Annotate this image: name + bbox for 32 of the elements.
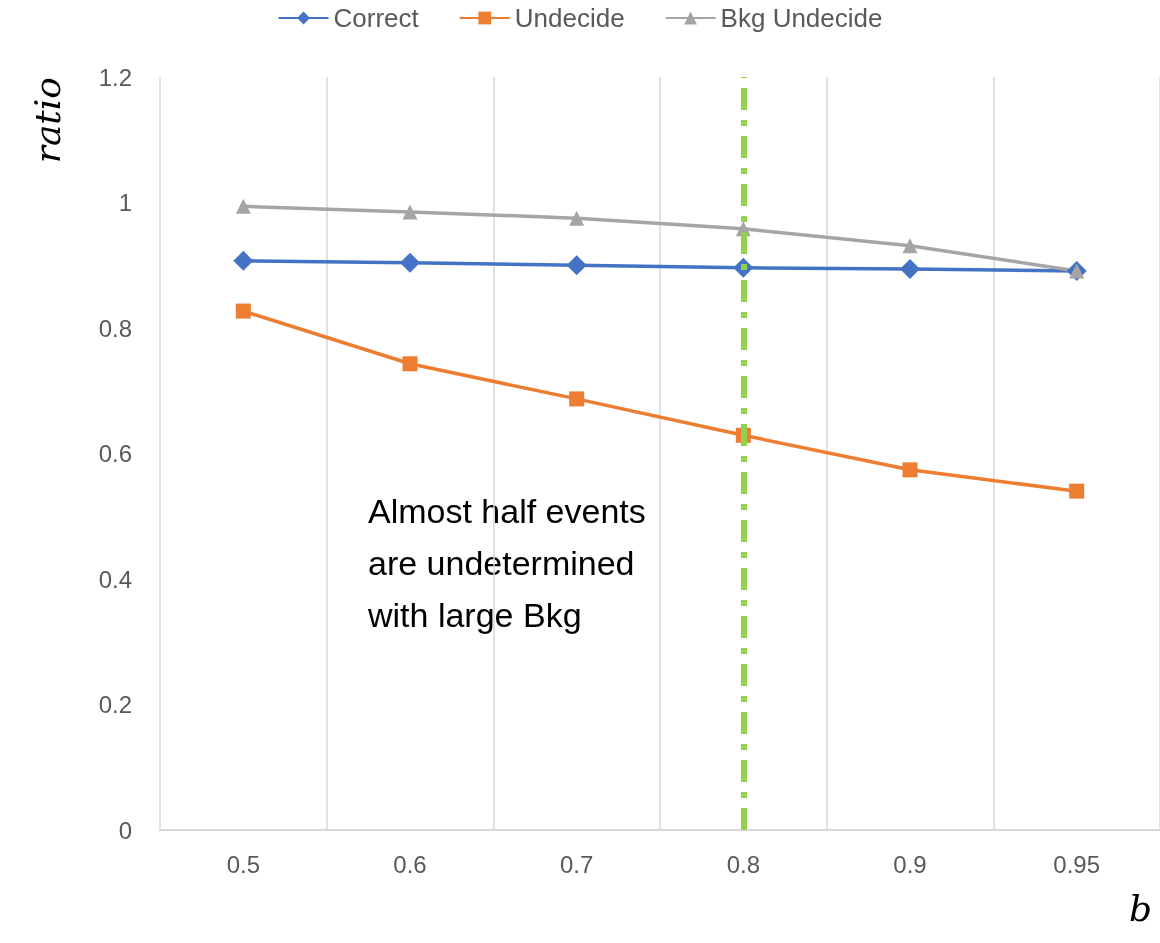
x-tick-label: 0.95 xyxy=(1053,850,1101,878)
point xyxy=(566,255,587,276)
y-tick-label: 0.8 xyxy=(98,314,132,342)
y-tick-label: 1 xyxy=(118,189,132,216)
x-tick-label: 0.5 xyxy=(226,850,261,878)
point xyxy=(569,210,585,226)
annotation: Almost half events are undetermined with large Bkg xyxy=(367,492,646,634)
point xyxy=(233,250,254,271)
point xyxy=(1069,483,1085,499)
point xyxy=(569,391,585,407)
y-tick-label: 0.4 xyxy=(98,565,132,593)
y-tick-label: 0.6 xyxy=(98,440,132,467)
point xyxy=(900,259,920,280)
x-tick-label: 0.8 xyxy=(726,850,761,878)
point xyxy=(235,198,251,214)
legend-label: Bkg Undecide xyxy=(720,3,883,33)
x-axis-title: b xyxy=(1128,887,1152,929)
point xyxy=(902,462,918,478)
x-tick-label: 0.9 xyxy=(893,850,927,878)
y-tick-label: 0.2 xyxy=(98,691,132,718)
y-axis-title: ratio xyxy=(26,77,68,164)
legend-label: Undecide xyxy=(514,3,625,33)
point xyxy=(402,204,418,220)
point xyxy=(902,238,918,254)
legend-label: Correct xyxy=(333,3,420,33)
x-tick-label: 0.6 xyxy=(393,850,427,878)
y-tick-label: 1.2 xyxy=(98,63,132,91)
point xyxy=(235,303,251,319)
x-tick-label: 0.7 xyxy=(559,850,594,878)
point xyxy=(402,356,418,372)
point xyxy=(400,252,420,273)
y-tick-label: 0 xyxy=(118,816,132,844)
